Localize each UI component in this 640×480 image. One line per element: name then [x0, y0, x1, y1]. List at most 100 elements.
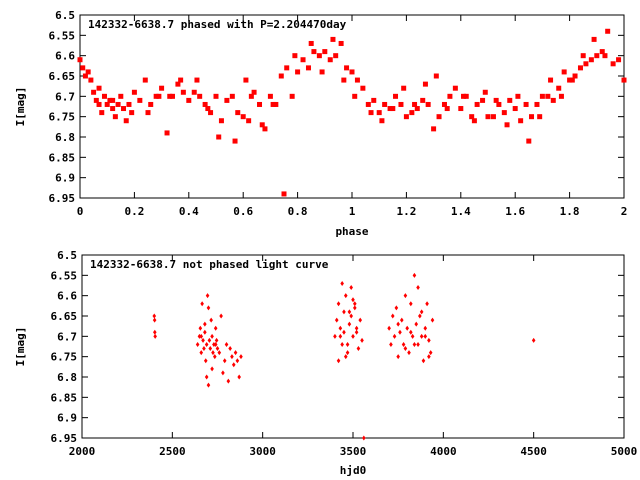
- phased-data-point: [482, 89, 488, 95]
- unphased-data-point: [427, 354, 431, 360]
- phased-y-tick-label: 6.5: [55, 9, 75, 22]
- phased-data-point: [110, 97, 116, 103]
- unphased-y-tick-label: 6.65: [51, 310, 78, 323]
- unphased-data-point: [342, 329, 346, 335]
- phased-data-point: [311, 49, 317, 55]
- phased-data-point: [529, 114, 535, 120]
- unphased-data-point: [387, 325, 391, 331]
- unphased-data-point: [353, 301, 357, 307]
- unphased-data-point: [425, 301, 429, 307]
- phased-data-point: [240, 114, 246, 120]
- unphased-data-point: [213, 325, 218, 331]
- unphased-data-point: [214, 337, 219, 343]
- unphased-chart-title: 142332-6638.7 not phased light curve: [90, 258, 329, 271]
- phased-y-tick-label: 6.95: [49, 192, 76, 205]
- phased-data-point: [216, 134, 222, 140]
- unphased-data-point: [212, 354, 217, 360]
- unphased-data-point: [392, 333, 397, 339]
- unphased-data-point: [423, 325, 428, 331]
- phased-data-point: [474, 101, 480, 107]
- phased-data-point: [126, 101, 132, 107]
- phased-data-point: [333, 53, 339, 59]
- unphased-data-point: [211, 350, 215, 356]
- phased-data-point: [556, 85, 562, 91]
- phased-data-point: [431, 126, 437, 132]
- unphased-data-point: [204, 374, 209, 380]
- phased-x-tick-label: 0: [77, 205, 84, 218]
- phased-data-point: [257, 101, 263, 107]
- unphased-data-point: [336, 301, 341, 307]
- phased-data-point: [545, 93, 551, 99]
- phased-data-point: [548, 77, 554, 83]
- phased-data-point: [159, 85, 165, 91]
- phased-data-point: [129, 110, 135, 116]
- phased-data-point: [461, 93, 467, 99]
- unphased-x-tick-label: 4500: [520, 445, 547, 458]
- unphased-data-point: [347, 309, 352, 315]
- unphased-data-point: [414, 321, 419, 327]
- phased-data-point: [262, 126, 268, 132]
- unphased-data-point: [412, 272, 417, 278]
- phased-data-point: [458, 106, 464, 112]
- phased-data-point: [273, 101, 279, 107]
- phased-data-point: [112, 114, 118, 120]
- phased-data-point: [330, 36, 336, 42]
- phased-data-point: [594, 53, 600, 59]
- phased-chart-title: 142332-6638.7 phased with P=2.204470day: [88, 18, 347, 31]
- phased-y-tick-label: 6.65: [49, 70, 76, 83]
- phased-data-point: [167, 93, 173, 99]
- phased-data-point: [518, 118, 524, 124]
- phased-data-point: [101, 93, 107, 99]
- phased-data-point: [577, 65, 583, 71]
- unphased-data-point: [231, 362, 236, 368]
- unphased-data-point: [221, 370, 225, 376]
- unphased-data-point: [199, 333, 204, 339]
- unphased-data-point: [202, 346, 206, 352]
- phased-data-point: [398, 101, 404, 107]
- unphased-data-point: [399, 317, 404, 323]
- phased-plot-frame: [79, 14, 625, 199]
- phased-data-point: [213, 93, 219, 99]
- phased-data-point: [349, 69, 355, 75]
- phased-data-point: [567, 77, 573, 83]
- phased-data-point: [284, 65, 290, 71]
- phased-y-tick-label: 6.85: [49, 151, 76, 164]
- phased-data-point: [452, 85, 458, 91]
- phased-x-tick-label: 1.4: [451, 205, 471, 218]
- phased-data-point: [444, 106, 450, 112]
- unphased-data-point: [531, 337, 536, 343]
- phased-data-point: [164, 130, 170, 136]
- unphased-data-point: [351, 297, 355, 303]
- unphased-y-axis-label: I[mag]: [14, 327, 27, 367]
- phased-data-point: [368, 110, 374, 116]
- unphased-data-point: [237, 374, 241, 380]
- phased-data-point: [512, 106, 518, 112]
- phased-data-point: [354, 77, 360, 83]
- unphased-data-point: [356, 346, 361, 352]
- phased-data-point: [515, 93, 521, 99]
- unphased-data-point: [416, 285, 420, 291]
- phased-x-tick-label: 0.6: [233, 205, 253, 218]
- unphased-data-point: [215, 346, 220, 352]
- phased-data-point: [107, 97, 113, 103]
- unphased-data-point: [347, 321, 352, 327]
- unphased-data-point: [343, 354, 348, 360]
- phased-data-point: [360, 85, 366, 91]
- unphased-y-tick-label: 6.8: [57, 371, 77, 384]
- phased-data-point: [572, 73, 578, 79]
- unphased-data-point: [153, 333, 157, 339]
- unphased-data-point: [353, 305, 357, 311]
- unphased-data-point: [212, 341, 216, 347]
- phased-x-axis-label: phase: [335, 225, 368, 238]
- phased-data-point: [599, 49, 605, 55]
- phased-x-tick-label: 1: [349, 205, 356, 218]
- phased-x-tick-label: 1.6: [505, 205, 525, 218]
- phased-data-point: [376, 110, 382, 116]
- unphased-data-point: [222, 358, 227, 364]
- phased-data-point: [616, 57, 622, 63]
- phased-data-point: [507, 97, 513, 103]
- phased-y-axis-label: I[mag]: [14, 87, 27, 127]
- phased-data-point: [463, 93, 469, 99]
- unphased-data-point: [336, 358, 341, 364]
